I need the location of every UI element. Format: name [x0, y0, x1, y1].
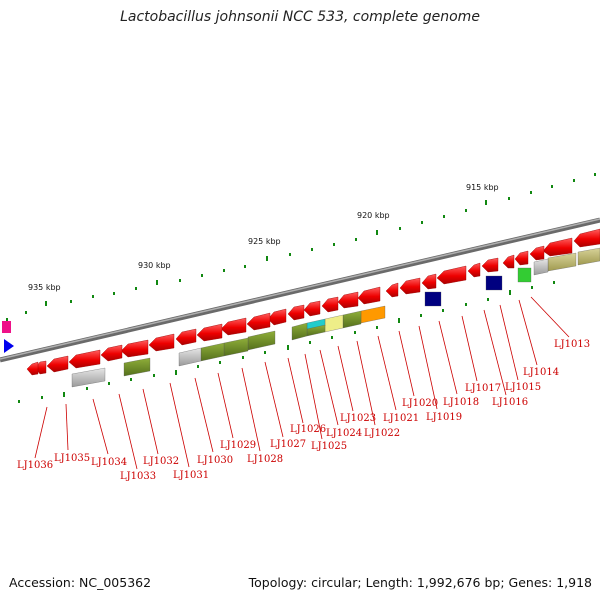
inner-ticks — [18, 281, 555, 403]
gene-arrow — [246, 312, 271, 331]
gene-arrow — [220, 317, 247, 336]
gene-arrow — [337, 291, 359, 309]
gene-arrow — [481, 257, 499, 273]
scale-label-925: 925 kbp — [248, 237, 281, 246]
gene-arrow — [542, 237, 573, 257]
feature-yellow — [324, 314, 344, 333]
gene-label: LJ1033 — [120, 471, 156, 482]
gene-arrow — [436, 265, 467, 285]
gene-arrow — [175, 328, 197, 346]
gene-arrow — [120, 339, 149, 358]
feature-green — [517, 267, 532, 283]
major-tick-920 — [376, 230, 378, 235]
gene-label: LJ1019 — [426, 412, 462, 423]
scale-label-920: 920 kbp — [357, 211, 390, 220]
gene-arrow — [421, 273, 437, 290]
outer-ticks — [6, 173, 596, 321]
gene-arrow — [321, 296, 339, 313]
gene-arrow — [46, 355, 69, 373]
major-tick-915 — [485, 200, 487, 205]
gene-label: LJ1016 — [492, 397, 528, 408]
gene-arrow — [196, 323, 223, 342]
accession-text: Accession: NC_005362 — [9, 575, 152, 590]
scale-label-935: 935 kbp — [28, 283, 61, 292]
gene-arrow — [467, 262, 481, 278]
gene-arrow — [514, 250, 529, 266]
feature-grey — [533, 258, 549, 276]
major-tick-930 — [156, 280, 158, 285]
topology-text: Topology: circular; Length: 1,992,676 bp… — [248, 575, 592, 590]
gene-labels: LJ1013 LJ1014 LJ1015 LJ1016 LJ1017 LJ101… — [17, 339, 590, 482]
feature-orange — [360, 305, 386, 324]
gene-label: LJ1021 — [383, 413, 419, 424]
leader-lines — [34, 296, 570, 470]
gene-label: LJ1036 — [17, 460, 53, 471]
scale-label-930: 930 kbp — [138, 261, 171, 270]
gene-label: LJ1031 — [173, 470, 209, 481]
gene-arrow — [26, 361, 39, 376]
gene-arrow — [303, 300, 321, 317]
gene-arrow — [502, 254, 515, 269]
gene-label: LJ1022 — [364, 428, 400, 439]
gene-label: LJ1025 — [311, 441, 347, 452]
gene-label: LJ1024 — [326, 428, 362, 439]
gene-arrow — [357, 286, 381, 305]
gene-label: LJ1027 — [270, 439, 306, 450]
gene-label: LJ1015 — [505, 382, 541, 393]
gene-arrow — [68, 349, 101, 369]
gene-arrow — [399, 277, 421, 295]
scale-label-915: 915 kbp — [466, 183, 499, 192]
gene-label: LJ1032 — [143, 456, 179, 467]
feature-grey — [71, 367, 106, 388]
gene-arrow — [287, 304, 305, 321]
feature-olive — [123, 357, 151, 377]
gene-arrows-row — [26, 228, 600, 376]
gene-label: LJ1014 — [523, 367, 559, 378]
feature-olive — [342, 310, 362, 329]
genome-backbone — [0, 217, 600, 363]
gene-label: LJ1020 — [402, 398, 438, 409]
feature-olive — [223, 337, 249, 357]
gene-label: LJ1028 — [247, 454, 283, 465]
gene-label: LJ1030 — [197, 455, 233, 466]
gene-label: LJ1029 — [220, 440, 256, 451]
feature-navy — [424, 291, 442, 307]
feature-grey — [178, 347, 202, 367]
feature-olive — [291, 322, 308, 341]
feature-olive — [247, 330, 276, 351]
major-tick-925 — [266, 256, 268, 261]
feature-khaki — [577, 247, 600, 266]
gene-label: LJ1034 — [91, 457, 127, 468]
gene-label: LJ1017 — [465, 383, 501, 394]
map-title: Lactobacillus johnsonii NCC 533, complet… — [120, 9, 480, 25]
gene-arrow — [529, 245, 545, 261]
gene-arrow — [573, 228, 600, 248]
gene-arrow — [148, 333, 175, 352]
gene-arrow — [267, 308, 287, 326]
gene-label: LJ1013 — [554, 339, 590, 350]
gene-label: LJ1023 — [340, 413, 376, 424]
gene-arrow — [100, 344, 123, 362]
feature-blue-arrow — [4, 339, 14, 353]
major-tick-935 — [45, 301, 47, 306]
gene-arrow — [385, 282, 399, 298]
genome-backbone-highlight — [0, 218, 600, 360]
gene-label: LJ1018 — [443, 397, 479, 408]
feature-magenta — [2, 321, 11, 333]
feature-navy — [485, 275, 503, 291]
gene-label: LJ1026 — [290, 424, 326, 435]
gene-label: LJ1035 — [54, 453, 90, 464]
feature-olive — [200, 342, 225, 362]
feature-blocks — [71, 247, 600, 388]
